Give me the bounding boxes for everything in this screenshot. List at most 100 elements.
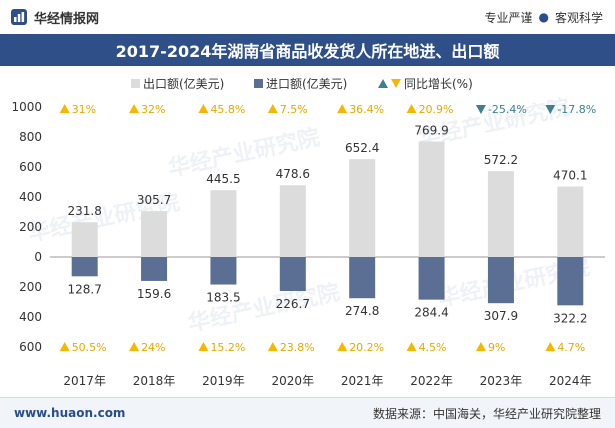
- top-bar: 华经情报网 专业严谨 ● 客观科学: [0, 0, 615, 34]
- legend-import-label: 进口额(亿美元): [266, 76, 347, 91]
- y-tick-label: 600: [19, 340, 42, 354]
- export-value-label: 231.8: [68, 204, 102, 218]
- chart-title: 2017-2024年湖南省商品收发货人所在地进、出口额: [0, 34, 615, 66]
- watermark-text: 华经产业研究院: [186, 279, 342, 336]
- import-value-label: 322.2: [553, 311, 587, 325]
- legend-down-arrow-icon: [391, 79, 401, 88]
- import-value-label: 183.5: [206, 291, 240, 305]
- import-growth-label: 20.2%: [349, 341, 384, 354]
- slogan: 专业严谨 ● 客观科学: [484, 9, 603, 26]
- x-tick-label: 2024年: [549, 374, 592, 388]
- export-value-label: 305.7: [137, 193, 171, 207]
- slogan-left: 专业严谨: [484, 10, 533, 25]
- import-bar: [141, 257, 168, 281]
- export-bar: [557, 186, 584, 257]
- import-value-label: 159.6: [137, 287, 171, 301]
- export-value-label: 470.1: [553, 168, 587, 182]
- legend: 出口额(亿美元) 进口额(亿美元) 同比增长(%): [131, 76, 473, 91]
- export-growth-label: 32%: [141, 103, 165, 116]
- export-growth-arrow-icon: [475, 105, 486, 114]
- export-growth-label: 20.9%: [419, 103, 454, 116]
- import-value-label: 226.7: [276, 297, 310, 311]
- legend-up-arrow-icon: [378, 79, 388, 88]
- y-tick-label: 400: [19, 310, 42, 324]
- y-tick-label: 1000: [11, 100, 42, 114]
- import-growth-arrow-icon: [59, 342, 70, 351]
- import-bar: [418, 257, 445, 300]
- export-growth-label: 7.5%: [280, 103, 308, 116]
- y-tick-label: 0: [34, 250, 42, 264]
- x-tick-label: 2022年: [410, 374, 453, 388]
- export-bar: [71, 222, 98, 257]
- export-growth-label: 31%: [72, 103, 96, 116]
- import-growth-label: 4.5%: [419, 341, 447, 354]
- import-growth-label: 24%: [141, 341, 165, 354]
- brand-logo-icon: [11, 9, 27, 25]
- footer-source: 数据来源：中国海关，华经产业研究院整理: [372, 406, 601, 421]
- export-growth-label: -25.4%: [488, 103, 527, 116]
- footer-site: www.huaon.com: [14, 406, 126, 420]
- legend-growth-label: 同比增长(%): [404, 77, 473, 91]
- export-bar: [141, 211, 168, 257]
- y-tick-label: 200: [19, 280, 42, 294]
- x-tick-label: 2018年: [133, 374, 176, 388]
- x-tick-label: 2017年: [63, 374, 106, 388]
- export-bar: [210, 190, 237, 257]
- import-growth-arrow-icon: [267, 342, 278, 351]
- brand: 华经情报网: [10, 8, 99, 27]
- import-growth-arrow-icon: [545, 342, 556, 351]
- import-bar: [279, 257, 306, 292]
- slogan-dot-icon: ●: [538, 10, 549, 24]
- export-bar: [418, 141, 445, 257]
- export-bar: [349, 159, 376, 257]
- import-growth-label: 4.7%: [557, 341, 585, 354]
- import-growth-arrow-icon: [337, 342, 348, 351]
- y-tick-label: 400: [19, 190, 42, 204]
- x-tick-label: 2023年: [480, 374, 523, 388]
- y-tick-label: 200: [19, 220, 42, 234]
- export-growth-arrow-icon: [129, 104, 140, 113]
- brand-name: 华经情报网: [34, 11, 100, 27]
- export-value-label: 769.9: [414, 124, 448, 138]
- x-tick-label: 2019年: [202, 374, 245, 388]
- export-growth-label: -17.8%: [557, 103, 596, 116]
- import-bar: [557, 257, 584, 306]
- import-bar: [487, 257, 514, 304]
- bars: [71, 141, 584, 306]
- labels: 231.8 128.7 31% 50.5% 2017年 305.7 159.6 32% 24% 2…: [59, 103, 596, 388]
- import-growth-label: 50.5%: [72, 341, 107, 354]
- export-growth-arrow-icon: [545, 105, 556, 114]
- y-tick-label: 600: [19, 160, 42, 174]
- export-growth-arrow-icon: [406, 104, 417, 113]
- export-growth-arrow-icon: [59, 104, 70, 113]
- export-growth-arrow-icon: [267, 104, 278, 113]
- import-bar: [71, 257, 98, 277]
- import-value-label: 307.9: [484, 309, 518, 323]
- export-value-label: 572.2: [484, 153, 518, 167]
- export-bar: [487, 171, 514, 257]
- import-bar: [210, 257, 237, 285]
- import-value-label: 274.8: [345, 304, 379, 318]
- export-growth-label: 45.8%: [210, 103, 245, 116]
- export-value-label: 445.5: [206, 172, 240, 186]
- x-tick-label: 2020年: [272, 374, 315, 388]
- export-bar: [279, 185, 306, 257]
- import-growth-label: 9%: [488, 341, 505, 354]
- import-growth-label: 23.8%: [280, 341, 315, 354]
- footer: www.huaon.com 数据来源：中国海关，华经产业研究院整理: [0, 397, 615, 428]
- import-growth-label: 15.2%: [210, 341, 245, 354]
- import-value-label: 284.4: [414, 306, 448, 320]
- x-tick-label: 2021年: [341, 374, 384, 388]
- y-tick-label: 800: [19, 130, 42, 144]
- slogan-right: 客观科学: [554, 10, 603, 25]
- legend-export-swatch: [131, 79, 140, 88]
- export-growth-arrow-icon: [198, 104, 209, 113]
- export-growth-arrow-icon: [337, 104, 348, 113]
- export-value-label: 478.6: [276, 167, 310, 181]
- import-bar: [349, 257, 376, 299]
- import-growth-arrow-icon: [406, 342, 417, 351]
- import-growth-arrow-icon: [129, 342, 140, 351]
- import-growth-arrow-icon: [198, 342, 209, 351]
